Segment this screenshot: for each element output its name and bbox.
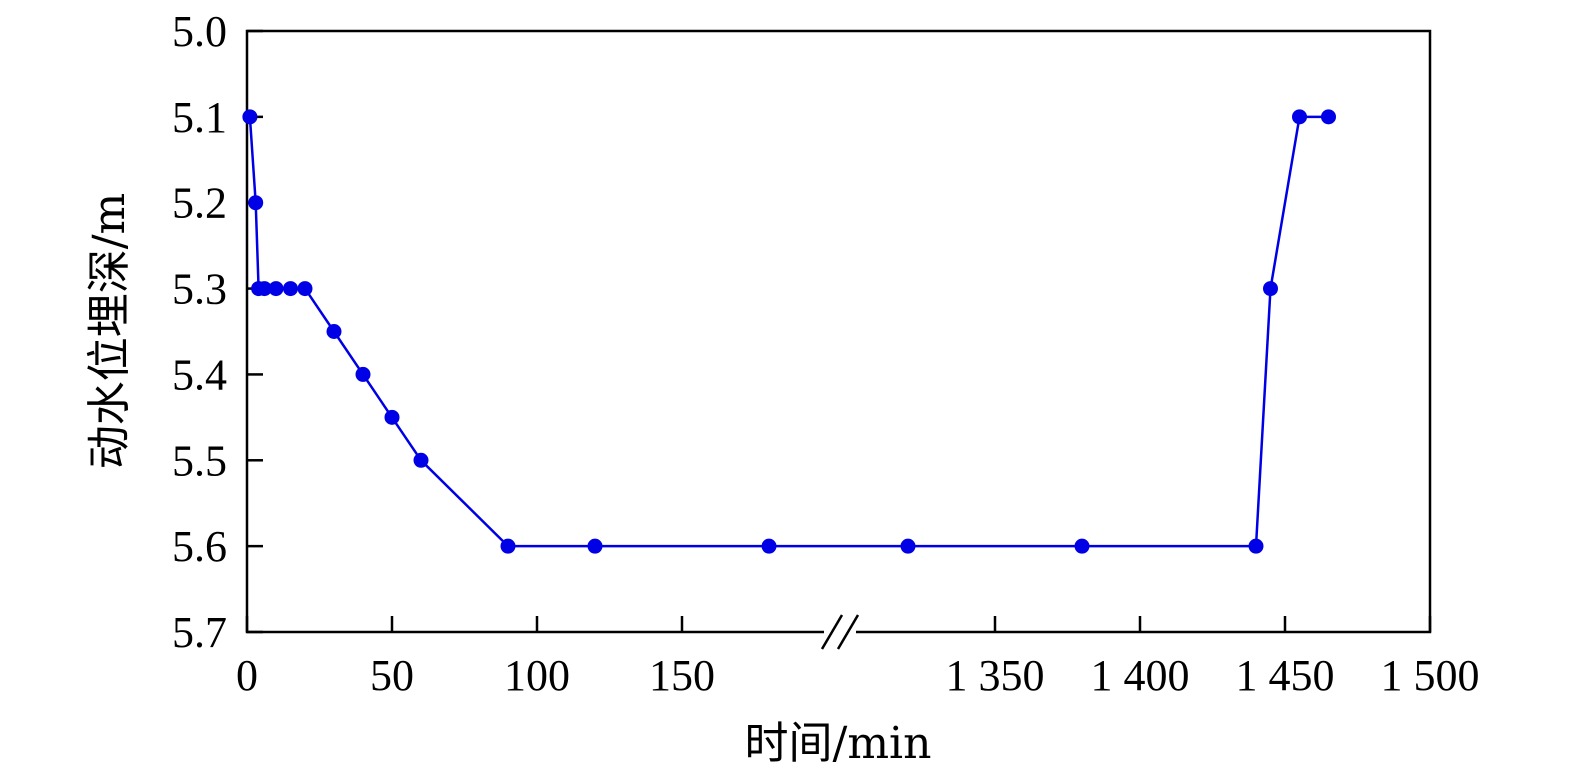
data-point [1263, 281, 1278, 297]
x-axis-title: 时间/min [745, 718, 932, 769]
y-tick-label: 5.2 [172, 179, 227, 228]
y-axis: 5.0 5.1 5.2 5.3 5.4 5.5 5.6 5.7 [172, 7, 263, 657]
x-axis: 0 50 100 150 1 350 1 400 1 450 1 500 [236, 616, 1480, 700]
y-tick-label: 5.6 [172, 522, 227, 571]
x-tick-label: 50 [370, 651, 414, 700]
y-tick-label: 5.5 [172, 436, 227, 485]
x-tick-label: 100 [504, 651, 570, 700]
data-point [283, 281, 298, 297]
data-point [413, 452, 429, 468]
data-point [500, 538, 516, 554]
x-tick-label: 1 450 [1236, 651, 1335, 700]
data-point [242, 109, 258, 125]
series-layer [242, 109, 1336, 554]
data-point [761, 538, 777, 554]
data-point [1292, 109, 1307, 125]
data-point [248, 195, 264, 211]
data-point [587, 538, 603, 554]
data-point [1321, 109, 1336, 125]
data-point [355, 366, 371, 382]
y-tick-label: 5.3 [172, 265, 227, 314]
x-tick-label: 0 [236, 651, 258, 700]
y-axis-title: 动水位埋深/m [84, 193, 135, 470]
x-tick-label: 150 [649, 651, 715, 700]
x-tick-label: 1 350 [946, 651, 1045, 700]
data-point [1074, 538, 1090, 554]
y-tick-label: 5.7 [172, 608, 227, 657]
y-tick-label: 5.4 [172, 350, 227, 399]
axis-break-slash [820, 614, 844, 650]
y-tick-label: 5.0 [172, 7, 227, 56]
data-point [297, 281, 313, 297]
data-point [900, 538, 916, 554]
data-point [384, 409, 400, 425]
x-tick-label: 1 500 [1381, 651, 1480, 700]
y-tick-label: 5.1 [172, 93, 227, 142]
data-point [268, 281, 284, 297]
data-point [1248, 538, 1264, 554]
x-tick-label: 1 400 [1091, 651, 1190, 700]
series-line [248, 115, 1329, 548]
axis-break-gap [824, 628, 856, 636]
data-point [256, 281, 272, 297]
axis-break-slash [836, 614, 860, 650]
axis-break-marker [820, 614, 860, 650]
data-point [326, 324, 342, 339]
